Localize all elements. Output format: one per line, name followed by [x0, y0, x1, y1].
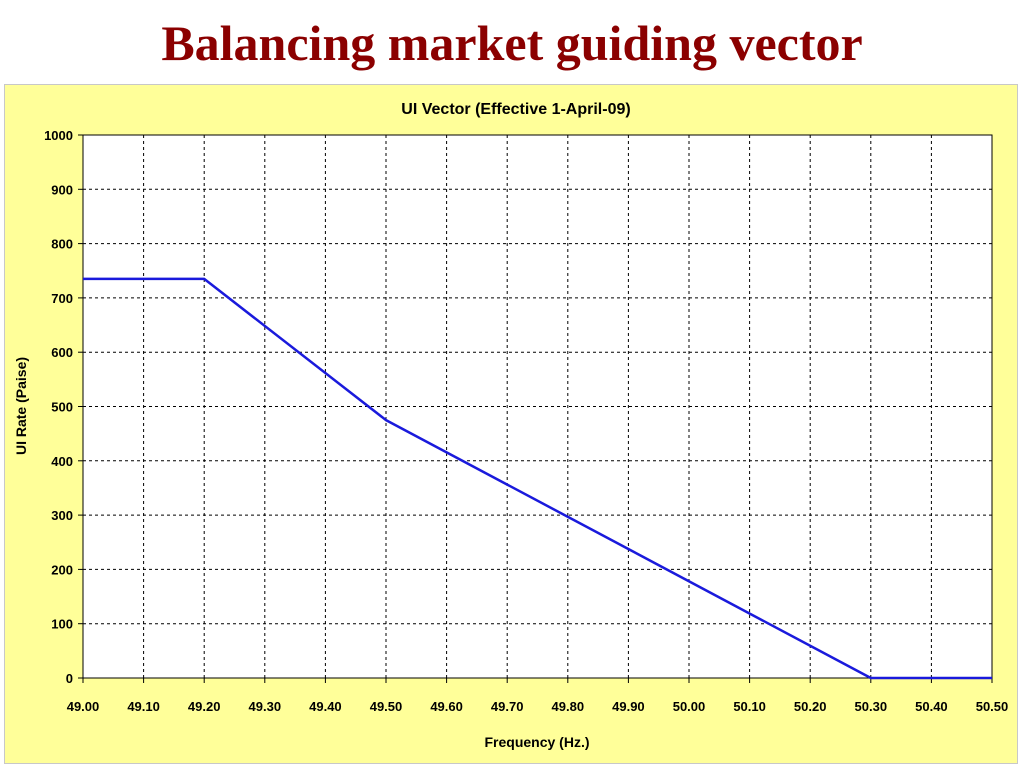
- x-tick-label: 49.80: [552, 699, 585, 714]
- x-axis-label: Frequency (Hz.): [484, 734, 589, 750]
- slide-title: Balancing market guiding vector: [161, 15, 863, 71]
- x-tick-label: 50.40: [915, 699, 948, 714]
- x-tick-label: 50.10: [733, 699, 766, 714]
- y-axis-ticks: 0 100 200 300 400 500 600 700 800 900 1000: [44, 128, 83, 686]
- y-axis-label: UI Rate (Paise): [13, 357, 29, 455]
- x-tick-label: 50.50: [976, 699, 1009, 714]
- y-tick-label: 400: [51, 454, 73, 469]
- y-tick-label: 900: [51, 182, 73, 197]
- y-tick-label: 200: [51, 562, 73, 577]
- x-tick-label: 49.00: [67, 699, 100, 714]
- y-tick-label: 100: [51, 617, 73, 632]
- x-tick-label: 50.00: [673, 699, 706, 714]
- x-tick-label: 50.30: [855, 699, 888, 714]
- x-tick-label: 49.30: [249, 699, 282, 714]
- x-tick-label: 49.60: [430, 699, 463, 714]
- x-tick-label: 49.90: [612, 699, 645, 714]
- series-layer: [83, 277, 992, 680]
- plot-area: [82, 134, 993, 679]
- x-tick-label: 49.70: [491, 699, 524, 714]
- series-line: [83, 277, 992, 680]
- x-tick-label: 49.40: [309, 699, 342, 714]
- chart-panel: UI Vector (Effective 1-April-09) 0 100 200…: [4, 84, 1018, 764]
- y-tick-label: 500: [51, 400, 73, 415]
- chart-title: UI Vector (Effective 1-April-09): [401, 101, 630, 118]
- x-tick-label: 50.20: [794, 699, 827, 714]
- y-tick-label: 300: [51, 508, 73, 523]
- y-tick-label: 1000: [44, 128, 73, 143]
- ui-vector-chart: UI Vector (Effective 1-April-09) 0 100 200…: [13, 101, 1009, 750]
- x-axis-ticks: 49.00 49.10 49.20 49.30 49.40 49.50 49.60 49.70…: [67, 678, 1009, 714]
- y-tick-label: 600: [51, 345, 73, 360]
- grid-lines: [83, 135, 992, 678]
- y-tick-label: 800: [51, 237, 73, 252]
- y-tick-label: 700: [51, 291, 73, 306]
- x-tick-label: 49.10: [127, 699, 160, 714]
- y-tick-label: 0: [66, 671, 73, 686]
- x-tick-label: 49.50: [370, 699, 403, 714]
- x-tick-label: 49.20: [188, 699, 221, 714]
